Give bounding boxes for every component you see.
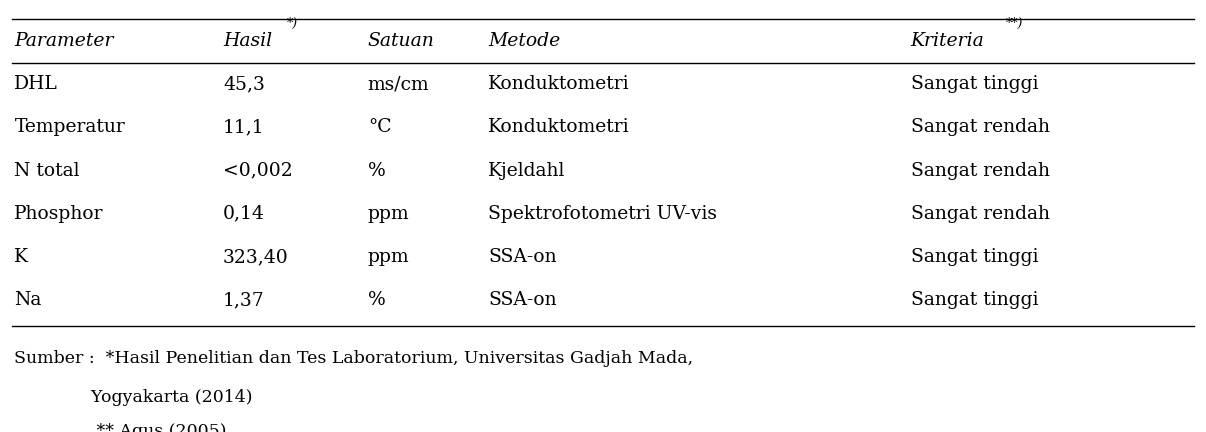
- Text: %: %: [368, 162, 386, 180]
- Text: Konduktometri: Konduktometri: [488, 75, 630, 93]
- Text: Na: Na: [14, 291, 42, 309]
- Text: DHL: DHL: [14, 75, 58, 93]
- Text: 11,1: 11,1: [223, 118, 265, 137]
- Text: 323,40: 323,40: [223, 248, 289, 266]
- Text: Kjeldahl: Kjeldahl: [488, 162, 566, 180]
- Text: Temperatur: Temperatur: [14, 118, 125, 137]
- Text: Sangat rendah: Sangat rendah: [911, 162, 1049, 180]
- Text: Sangat tinggi: Sangat tinggi: [911, 248, 1038, 266]
- Text: 1,37: 1,37: [223, 291, 265, 309]
- Text: Spektrofotometri UV-vis: Spektrofotometri UV-vis: [488, 205, 718, 223]
- Text: Parameter: Parameter: [14, 32, 115, 50]
- Text: *): *): [287, 17, 298, 30]
- Text: 0,14: 0,14: [223, 205, 265, 223]
- Text: <0,002: <0,002: [223, 162, 293, 180]
- Text: Hasil: Hasil: [223, 32, 273, 50]
- Text: ** Agus (2005): ** Agus (2005): [14, 423, 227, 432]
- Text: Sangat rendah: Sangat rendah: [911, 205, 1049, 223]
- Text: SSA-on: SSA-on: [488, 248, 557, 266]
- Text: Konduktometri: Konduktometri: [488, 118, 630, 137]
- Text: ppm: ppm: [368, 248, 410, 266]
- Text: Yogyakarta (2014): Yogyakarta (2014): [14, 389, 253, 406]
- Text: K: K: [14, 248, 29, 266]
- Text: ppm: ppm: [368, 205, 410, 223]
- Text: Sangat rendah: Sangat rendah: [911, 118, 1049, 137]
- Text: Sumber :  *Hasil Penelitian dan Tes Laboratorium, Universitas Gadjah Mada,: Sumber : *Hasil Penelitian dan Tes Labor…: [14, 350, 693, 367]
- Text: Metode: Metode: [488, 32, 561, 50]
- Text: Phosphor: Phosphor: [14, 205, 104, 223]
- Text: SSA-on: SSA-on: [488, 291, 557, 309]
- Text: %: %: [368, 291, 386, 309]
- Text: Satuan: Satuan: [368, 32, 434, 50]
- Text: 45,3: 45,3: [223, 75, 265, 93]
- Text: °C: °C: [368, 118, 392, 137]
- Text: **): **): [1006, 17, 1023, 30]
- Text: Sangat tinggi: Sangat tinggi: [911, 75, 1038, 93]
- Text: Kriteria: Kriteria: [911, 32, 984, 50]
- Text: N total: N total: [14, 162, 80, 180]
- Text: ms/cm: ms/cm: [368, 75, 429, 93]
- Text: Sangat tinggi: Sangat tinggi: [911, 291, 1038, 309]
